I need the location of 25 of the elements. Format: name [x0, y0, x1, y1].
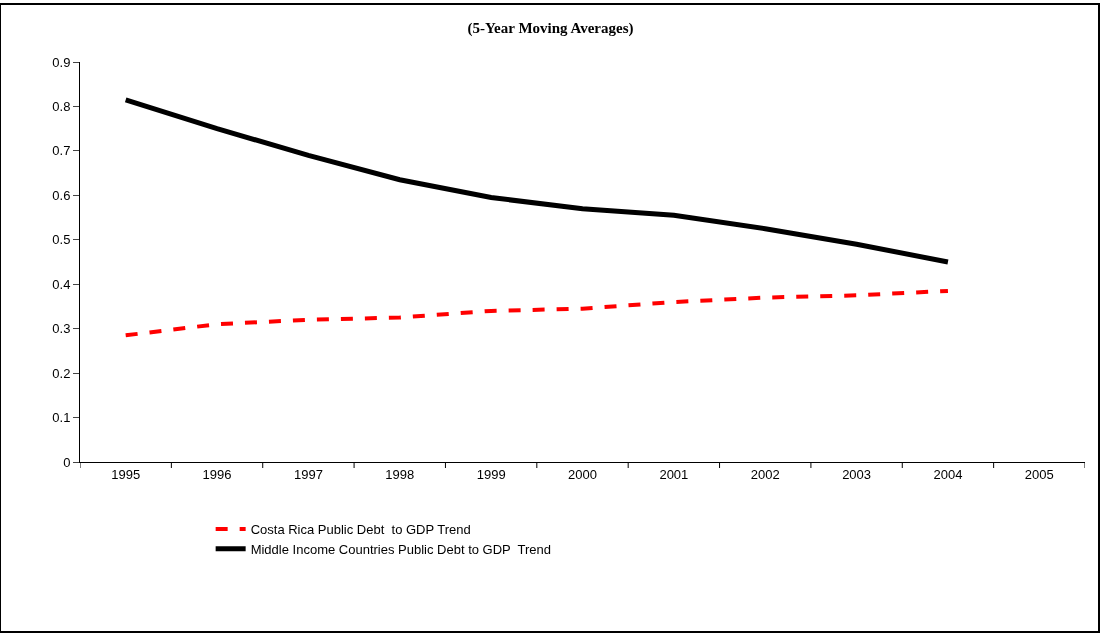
x-tick-label: 1995 — [111, 466, 141, 482]
y-tick-label: 0.5 — [52, 232, 71, 248]
y-tick-label: 0.8 — [52, 98, 71, 114]
y-tick-label: 0.2 — [52, 365, 71, 381]
x-tick-label: 2001 — [659, 466, 689, 482]
y-tick-label: 0.3 — [52, 321, 71, 337]
y-tick-label: 0 — [63, 454, 71, 470]
x-tick-label: 2004 — [933, 466, 963, 482]
x-tick-label: 1998 — [385, 466, 415, 482]
x-tick-label: 2000 — [568, 466, 597, 482]
x-tick-label: 1997 — [293, 466, 323, 482]
x-tick-label: 1996 — [202, 466, 232, 482]
x-tick-label: 2005 — [1024, 466, 1054, 482]
y-tick-label: 0.6 — [52, 187, 71, 203]
y-tick-label: 0.9 — [52, 54, 71, 70]
legend-label: Costa Rica Public Debt to GDP Trend — [250, 522, 471, 538]
y-tick-label: 0.7 — [52, 143, 71, 159]
legend-label: Middle Income Countries Public Debt to GDP Trend — [250, 541, 552, 557]
y-tick-label: 0.4 — [52, 276, 71, 292]
y-tick-label: 0.1 — [52, 410, 71, 426]
chart-title: (5-Year Moving Averages) — [467, 19, 634, 37]
x-tick-label: 1999 — [476, 466, 506, 482]
line-series — [123, 288, 950, 338]
x-tick-label: 2002 — [750, 466, 780, 482]
x-tick-label: 2003 — [842, 466, 872, 482]
